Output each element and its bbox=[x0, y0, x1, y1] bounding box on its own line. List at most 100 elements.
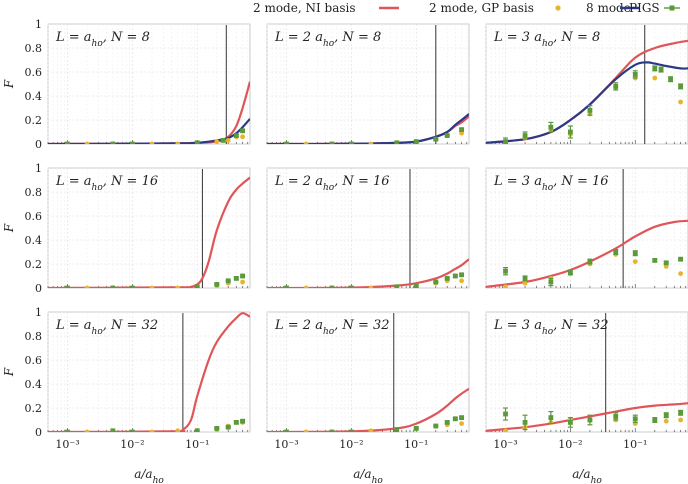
pigs-point bbox=[394, 140, 400, 144]
panel-frame bbox=[266, 167, 470, 289]
series-line-ni-basis bbox=[48, 176, 250, 288]
panel-title-l: L = 3 a bbox=[493, 318, 542, 333]
pigs-point bbox=[329, 429, 335, 432]
series-line-8-mode bbox=[486, 61, 688, 144]
x-axis-label-main: a/a bbox=[353, 467, 371, 481]
panel-title-sub: ho bbox=[92, 327, 104, 337]
gp-point bbox=[149, 429, 155, 432]
pigs-point bbox=[110, 141, 116, 144]
axis-labels: a/aho a/aho a/aho bbox=[134, 467, 602, 484]
pigs-point bbox=[194, 428, 200, 432]
pigs-point bbox=[240, 418, 246, 424]
gp-point bbox=[632, 259, 638, 264]
pigs-point bbox=[663, 260, 669, 266]
pigs-point bbox=[348, 141, 354, 144]
panel-title: L = 3 aho, N = 32 bbox=[493, 318, 609, 337]
panel-title: L = 2 aho, N = 32 bbox=[274, 318, 390, 337]
panel-title-n: , N = 16 bbox=[334, 174, 389, 189]
pigs-point bbox=[225, 424, 231, 430]
gp-point bbox=[368, 428, 374, 432]
panel-title-l: L = a bbox=[55, 30, 92, 45]
pigs-point bbox=[394, 284, 400, 288]
pigs-point bbox=[194, 284, 200, 288]
x-axis-label-sub: ho bbox=[153, 476, 165, 484]
plot-area bbox=[48, 169, 250, 288]
pigs-point bbox=[240, 128, 246, 134]
pigs-point bbox=[129, 285, 135, 288]
panel-title-n: , N = 8 bbox=[103, 30, 150, 45]
gp-point bbox=[175, 428, 181, 432]
pigs-point bbox=[652, 417, 658, 423]
gp-point bbox=[84, 285, 90, 288]
panel: 10⁻³ 10⁻² 10⁻¹ L = 2 aho, N = 32 bbox=[266, 311, 470, 451]
gp-point bbox=[240, 134, 246, 140]
y-tick-label: 0.6 bbox=[25, 210, 43, 223]
panel-title-n: , N = 8 bbox=[334, 30, 381, 45]
panel: L = 3 aho, N = 16 bbox=[485, 167, 688, 289]
y-tick-label: 0.2 bbox=[25, 258, 43, 271]
pigs-point bbox=[65, 285, 70, 288]
gp-point bbox=[149, 285, 155, 288]
legend-label: 8 mode bbox=[586, 1, 631, 15]
gp-point bbox=[652, 75, 658, 81]
panel-title-l: L = 2 a bbox=[274, 174, 323, 189]
pigs-point bbox=[632, 72, 638, 77]
gp-point bbox=[240, 279, 246, 285]
pigs-point bbox=[413, 426, 419, 431]
y-tick-label: 0.8 bbox=[25, 42, 43, 55]
y-tick-label: 0.2 bbox=[25, 114, 43, 127]
pigs-point bbox=[348, 429, 354, 432]
pigs-point bbox=[284, 285, 289, 288]
panel-title: L = aho, N = 8 bbox=[55, 30, 150, 49]
panel-title-l: L = 2 a bbox=[274, 30, 323, 45]
panel: L = 3 aho, N = 8 bbox=[485, 23, 688, 145]
gp-point bbox=[503, 284, 508, 288]
pigs-point bbox=[678, 256, 684, 262]
pigs-point bbox=[548, 124, 554, 130]
pigs-point bbox=[233, 133, 239, 138]
panel-title: L = aho, N = 32 bbox=[55, 318, 158, 337]
x-axis-label-main: a/a bbox=[134, 467, 152, 481]
pigs-point bbox=[613, 249, 619, 255]
panel-title: L = 3 aho, N = 16 bbox=[493, 174, 609, 193]
pigs-point bbox=[658, 67, 664, 72]
pigs-point bbox=[110, 428, 116, 432]
plot-area bbox=[267, 25, 469, 144]
panel-title-sub: ho bbox=[92, 39, 104, 49]
pigs-point bbox=[632, 250, 638, 256]
gp-point bbox=[663, 418, 669, 424]
pigs-point bbox=[444, 133, 450, 138]
panel-title-n: , N = 16 bbox=[553, 174, 608, 189]
pigs-point bbox=[548, 415, 554, 420]
panel-title-n: , N = 16 bbox=[103, 174, 158, 189]
pigs-point bbox=[452, 416, 458, 422]
panel: 0 0.2 0.4 0.6 0.8 1 L = aho, N = 16 F bbox=[2, 162, 251, 295]
pigs-point bbox=[129, 141, 135, 144]
gp-point bbox=[503, 428, 508, 432]
y-tick-label: 0.4 bbox=[25, 234, 43, 247]
pigs-point bbox=[129, 429, 135, 432]
pigs-point bbox=[678, 84, 684, 89]
pigs-point bbox=[329, 285, 335, 288]
panel-frame bbox=[266, 311, 470, 433]
plot-area bbox=[486, 25, 688, 144]
pigs-point bbox=[459, 415, 465, 420]
pigs-point bbox=[233, 276, 239, 281]
panel-title-l: L = a bbox=[55, 174, 92, 189]
pigs-point bbox=[503, 268, 508, 274]
series-line-ni-basis bbox=[267, 387, 469, 432]
panel-frame bbox=[485, 311, 688, 433]
x-tick-label: 10⁻¹ bbox=[185, 438, 209, 451]
pigs-point bbox=[567, 129, 573, 135]
y-axis-label: F bbox=[2, 223, 16, 233]
pigs-point bbox=[284, 429, 289, 432]
x-axis-label-sub: ho bbox=[591, 476, 603, 484]
panel-title-sub: ho bbox=[542, 183, 554, 193]
pigs-point bbox=[587, 108, 593, 113]
pigs-point bbox=[233, 420, 239, 425]
series-line-ni-basis bbox=[486, 219, 688, 288]
legend-label: 2 mode, NI basis bbox=[253, 1, 356, 15]
panel-title-n: , N = 32 bbox=[103, 318, 158, 333]
panel-title-sub: ho bbox=[323, 39, 335, 49]
series-line-ni-basis bbox=[486, 402, 688, 432]
